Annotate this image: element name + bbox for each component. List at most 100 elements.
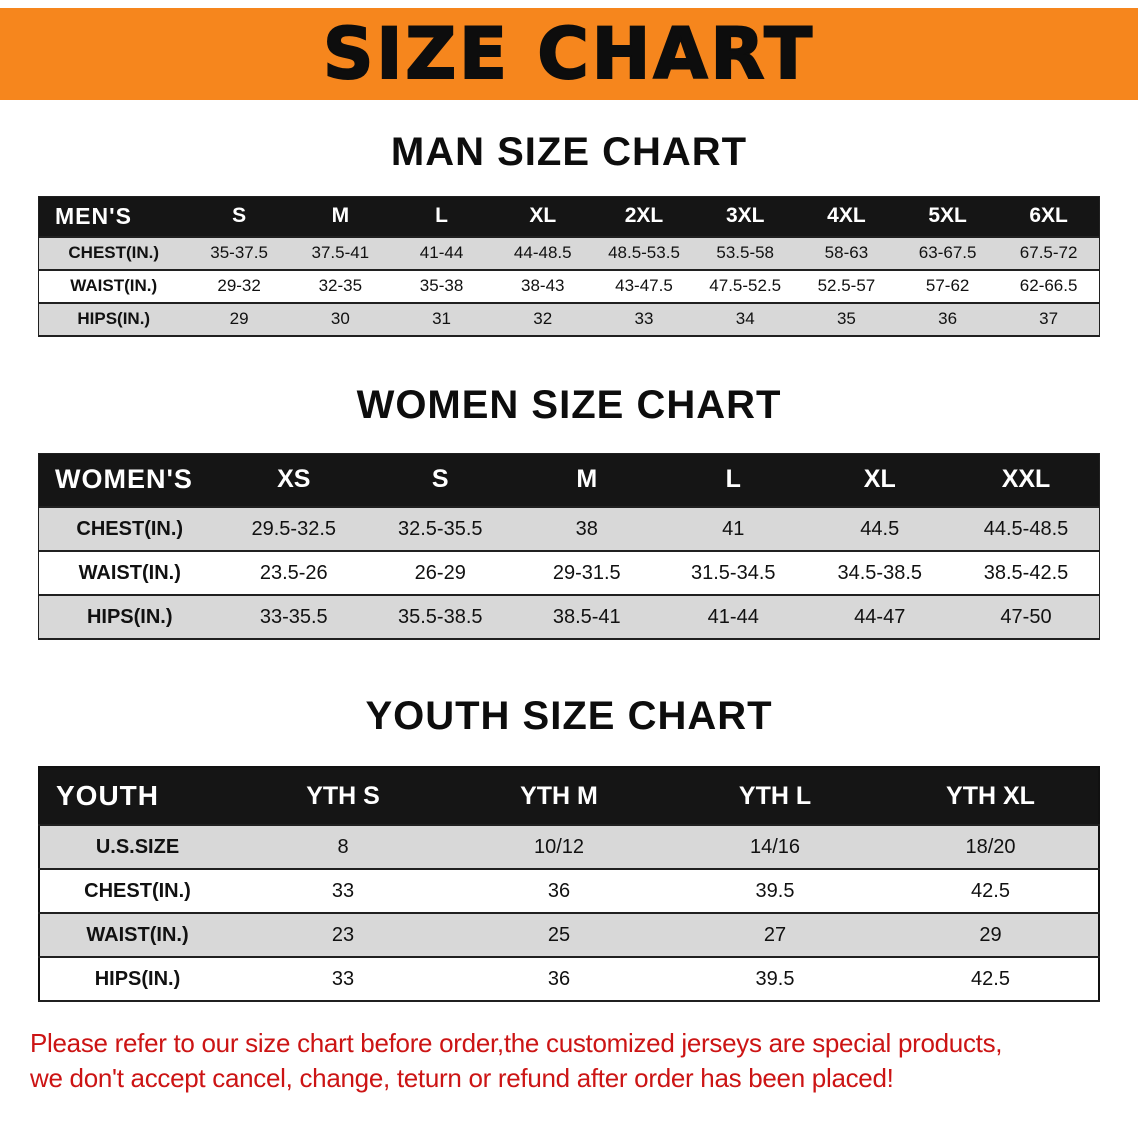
- table-cell: 37: [1039, 309, 1059, 328]
- row-label: CHEST(IN.): [76, 517, 184, 540]
- header-row: WOMEN'S XS S M L XL XXL: [38, 453, 1100, 507]
- table-cell: 8: [337, 835, 349, 858]
- table-cell: 34: [735, 309, 755, 328]
- table-row: HIPS(IN.) 29 30 31 32 33 34 35 36 37: [38, 302, 1100, 336]
- table-cell: 39.5: [755, 967, 795, 990]
- table-cell: 14/16: [749, 835, 801, 858]
- table-cell: 39.5: [755, 879, 795, 902]
- page-title: SIZE CHART: [322, 13, 816, 95]
- table-row: WAIST(IN.) 23.5-26 26-29 29-31.5 31.5-34.5 34…: [38, 551, 1100, 595]
- table-cell: 41-44: [419, 243, 464, 262]
- table-row: U.S.SIZE 8 10/12 14/16 18/20: [39, 825, 1099, 869]
- table-cell: 32: [533, 309, 553, 328]
- table-row: HIPS(IN.) 33 36 39.5 42.5: [39, 957, 1099, 1001]
- table-row: CHEST(IN.) 29.5-32.5 32.5-35.5 38 41 44.5 44.5…: [38, 507, 1100, 551]
- table-cell: 35-38: [419, 276, 464, 295]
- table-cell: 23: [331, 923, 355, 946]
- column-header: XL: [806, 453, 953, 507]
- table-cell: 38.5-41: [552, 605, 621, 628]
- men-section: MAN SIZE CHART MEN'S S M L XL 2XL 3XL 4XL 5XL 6XL…: [0, 130, 1138, 337]
- table-cell: 38-43: [521, 276, 565, 295]
- table-cell: 26-29: [414, 561, 466, 584]
- table-row: WAIST(IN.) 23 25 27 29: [39, 913, 1099, 957]
- table-cell: 30: [330, 309, 350, 328]
- column-header: XXL: [953, 453, 1100, 507]
- column-header: XS: [220, 453, 367, 507]
- table-cell: 29.5-32.5: [251, 517, 336, 540]
- table-cell: 34.5-38.5: [837, 561, 922, 584]
- column-header: 5XL: [897, 196, 999, 237]
- column-header: M: [289, 196, 391, 237]
- disclaimer-line-2: we don't accept cancel, change, teturn o…: [30, 1063, 894, 1094]
- table-row: CHEST(IN.) 35-37.5 37.5-41 41-44 44-48.5 48.5…: [38, 236, 1100, 270]
- column-header: YTH M: [451, 767, 667, 825]
- table-cell: 31.5-34.5: [690, 561, 776, 584]
- table-cell: 37.5-41: [311, 243, 370, 262]
- table-cell: 33: [331, 967, 355, 990]
- column-header: L: [660, 453, 807, 507]
- youth-section-heading: YOUTH SIZE CHART: [365, 694, 773, 738]
- table-cell: 47-50: [1000, 605, 1052, 628]
- table-cell: 38.5-42.5: [983, 561, 1069, 584]
- table-cell: 44-48.5: [513, 243, 572, 262]
- table-cell: 35: [836, 309, 856, 328]
- youth-size-table: YOUTH YTH S YTH M YTH L YTH XL U.S.SIZE 8 10/12…: [38, 766, 1100, 1002]
- table-cell: 41: [722, 517, 745, 540]
- table-cell: 44-47: [854, 605, 906, 628]
- women-section: WOMEN SIZE CHART WOMEN'S XS S M L XL XXL CHEST(…: [0, 382, 1138, 640]
- row-label: CHEST(IN.): [84, 879, 191, 902]
- table-cell: 63-67.5: [918, 243, 977, 262]
- disclaimer-line-1: Please refer to our size chart before or…: [30, 1028, 1003, 1058]
- header-row: MEN'S S M L XL 2XL 3XL 4XL 5XL 6XL: [38, 196, 1100, 237]
- column-header: L: [390, 196, 493, 237]
- column-header: S: [188, 196, 290, 237]
- men-section-heading: MAN SIZE CHART: [390, 130, 748, 174]
- row-label: WAIST(IN.): [86, 923, 189, 946]
- table-cell: 44.5: [860, 517, 900, 540]
- table-cell: 36: [547, 967, 571, 990]
- table-row: HIPS(IN.) 33-35.5 35.5-38.5 38.5-41 41-44 44-…: [38, 595, 1100, 639]
- table-cell: 29: [979, 923, 1002, 946]
- table-cell: 52.5-57: [817, 276, 876, 295]
- disclaimer-text: Please refer to our size chart before or…: [30, 1026, 1126, 1096]
- column-header: M: [513, 453, 660, 507]
- youth-section: YOUTH SIZE CHART YOUTH YTH S YTH M YTH L YTH…: [0, 694, 1138, 1002]
- men-size-table: MEN'S S M L XL 2XL 3XL 4XL 5XL 6XL CHEST(IN.) 35-37…: [38, 196, 1100, 337]
- table-cell: 35-37.5: [210, 243, 268, 262]
- table-cell: 31: [432, 309, 451, 328]
- table-cell: 29: [229, 309, 249, 328]
- table-cell: 42.5: [971, 967, 1010, 990]
- table-cell: 32-35: [318, 276, 363, 295]
- table-cell: 23.5-26: [259, 561, 328, 584]
- header-row: YOUTH YTH S YTH M YTH L YTH XL: [39, 767, 1099, 825]
- table-cell: 36: [938, 309, 958, 328]
- row-label: WAIST(IN.): [78, 561, 181, 584]
- table-cell: 33: [331, 879, 355, 902]
- table-cell: 57-62: [925, 276, 970, 295]
- table-cell: 18/20: [965, 835, 1016, 858]
- table-cell: 38: [575, 517, 598, 540]
- row-label: HIPS(IN.): [86, 605, 173, 628]
- column-header: YTH L: [667, 767, 883, 825]
- table-cell: 62-66.5: [1019, 276, 1078, 295]
- table-cell: 47.5-52.5: [709, 276, 782, 295]
- row-label: HIPS(IN.): [77, 309, 151, 328]
- row-label: HIPS(IN.): [94, 967, 181, 990]
- table-corner-label: YOUTH: [39, 767, 235, 825]
- table-cell: 32.5-35.5: [397, 517, 483, 540]
- table-cell: 29-31.5: [552, 561, 621, 584]
- table-cell: 36: [547, 879, 571, 902]
- table-cell: 67.5-72: [1019, 243, 1078, 262]
- column-header: 6XL: [998, 196, 1100, 237]
- row-label: CHEST(IN.): [68, 243, 160, 262]
- table-cell: 53.5-58: [716, 243, 775, 262]
- table-cell: 29-32: [217, 276, 261, 295]
- table-corner-label: MEN'S: [38, 196, 189, 237]
- column-header: S: [367, 453, 514, 507]
- women-section-heading: WOMEN SIZE CHART: [356, 382, 782, 427]
- table-cell: 10/12: [533, 835, 585, 858]
- table-cell: 42.5: [971, 879, 1010, 902]
- table-row: WAIST(IN.) 29-32 32-35 35-38 38-43 43-47.5 47.…: [38, 269, 1100, 303]
- table-cell: 44.5-48.5: [983, 517, 1069, 540]
- column-header: 2XL: [593, 196, 695, 237]
